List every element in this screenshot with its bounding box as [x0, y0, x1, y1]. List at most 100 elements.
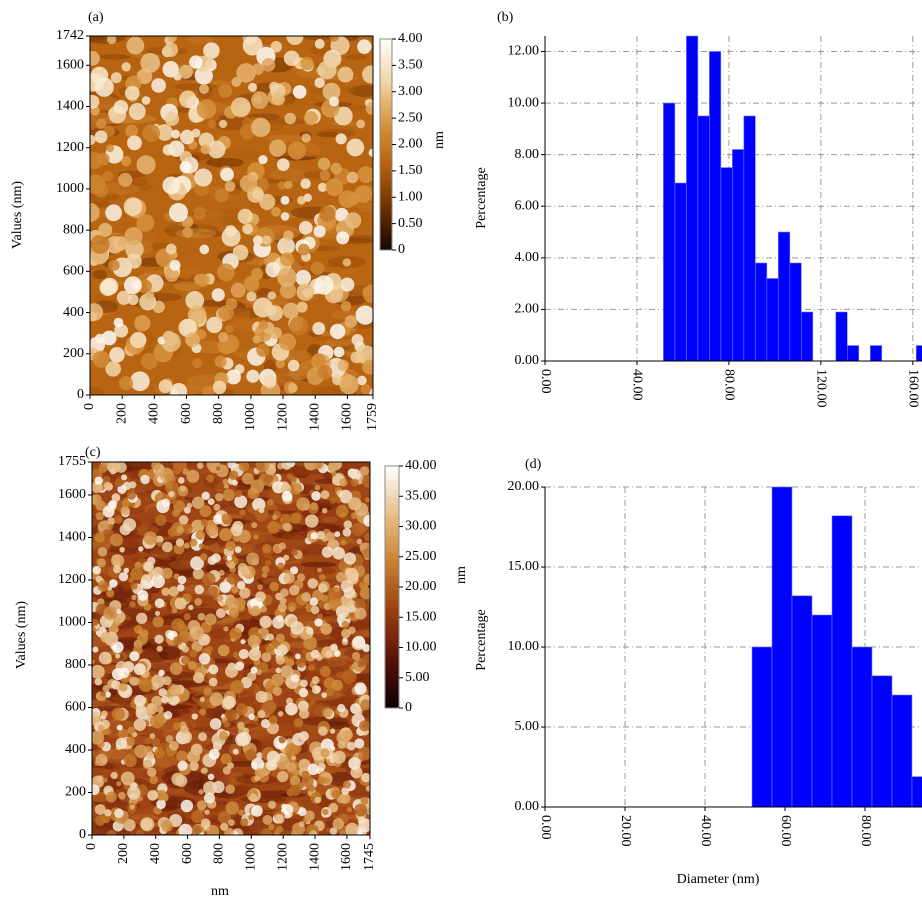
- afm-grain: [225, 664, 239, 678]
- afm-grain: [266, 721, 280, 735]
- afm-grain: [258, 320, 269, 331]
- afm-grain: [126, 490, 136, 500]
- afm-grain: [266, 633, 275, 641]
- afm-grain: [113, 565, 121, 574]
- afm-grain: [143, 561, 154, 572]
- y-tick-label: 12.00: [508, 44, 540, 59]
- afm-grain: [359, 720, 370, 732]
- afm-grain: [307, 578, 318, 589]
- afm-grain: [258, 155, 268, 165]
- afm-grain: [283, 50, 300, 66]
- afm-grain: [331, 471, 337, 477]
- afm-grain: [105, 791, 117, 803]
- afm-grain: [222, 604, 229, 611]
- afm-grain: [111, 680, 121, 690]
- afm-grain: [156, 799, 166, 810]
- x-tick-label: 400: [148, 843, 163, 864]
- y-tick-label: 600: [65, 700, 86, 715]
- panel-label: (c): [85, 445, 101, 460]
- afm-grain: [325, 650, 333, 658]
- y-tick-label: 400: [65, 742, 86, 757]
- afm-grain: [287, 383, 298, 393]
- afm-grain: [129, 804, 135, 810]
- afm-grain: [154, 634, 164, 644]
- afm-grain: [198, 653, 211, 665]
- afm-grain: [338, 489, 353, 504]
- afm-grain: [208, 664, 219, 675]
- afm-grain: [297, 243, 310, 256]
- afm-grain: [283, 572, 295, 584]
- afm-texture: [349, 85, 373, 97]
- afm-grain: [224, 708, 237, 722]
- afm-grain: [287, 141, 307, 160]
- afm-grain: [300, 178, 311, 189]
- afm-grain: [176, 526, 184, 534]
- y-tick-label: 0: [79, 827, 86, 842]
- afm-grain: [103, 606, 118, 620]
- afm-grain: [284, 180, 293, 190]
- afm-grain: [147, 767, 157, 777]
- afm-grain: [181, 645, 189, 653]
- afm-texture: [289, 535, 308, 551]
- afm-grain: [272, 686, 282, 696]
- afm-grain: [220, 753, 232, 765]
- afm-grain: [188, 604, 194, 611]
- afm-grain: [142, 124, 161, 142]
- afm-grain: [169, 662, 183, 676]
- x-tick-label: 120.00: [814, 369, 829, 408]
- afm-grain: [266, 750, 280, 764]
- bars: [663, 35, 922, 361]
- colorbar-tick-label: 3.00: [398, 84, 423, 99]
- afm-texture: [345, 54, 367, 61]
- afm-grain: [165, 243, 177, 255]
- panel-label: (d): [525, 457, 542, 472]
- afm-grain: [95, 118, 107, 129]
- afm-grain: [339, 374, 359, 395]
- afm-grain: [237, 731, 252, 746]
- afm-grain: [314, 796, 322, 804]
- afm-grain: [155, 514, 167, 526]
- afm-grain: [290, 548, 298, 556]
- afm-grain: [107, 462, 121, 474]
- afm-grain: [368, 148, 373, 157]
- y-tick-label: 200: [63, 346, 84, 361]
- afm-grain: [346, 138, 365, 157]
- afm-grain: [345, 822, 359, 835]
- afm-grain: [98, 651, 112, 665]
- afm-grain: [152, 616, 164, 628]
- afm-grain: [122, 518, 137, 532]
- afm-grain: [234, 489, 243, 498]
- afm-grain: [113, 317, 124, 328]
- afm-grain: [318, 583, 328, 593]
- afm-grain: [320, 490, 330, 499]
- afm-grain: [151, 78, 166, 93]
- afm-grain: [238, 462, 250, 472]
- afm-grain: [228, 470, 239, 481]
- afm-grain: [125, 240, 144, 259]
- afm-grain: [290, 512, 302, 524]
- bar: [778, 231, 791, 361]
- afm-grain: [277, 603, 287, 613]
- afm-grain: [236, 63, 256, 83]
- afm-texture: [357, 201, 373, 213]
- afm-grain: [202, 572, 216, 586]
- afm-grain: [251, 558, 260, 566]
- afm-grain: [362, 65, 373, 84]
- colorbar-tick-label: 2.00: [398, 137, 423, 152]
- afm-grain: [322, 82, 341, 101]
- afm-grain: [161, 541, 173, 553]
- afm-grain: [106, 829, 117, 835]
- afm-grain: [155, 535, 164, 544]
- afm-grain: [92, 565, 101, 575]
- afm-grain: [90, 94, 100, 109]
- afm-grain: [200, 519, 209, 527]
- afm-grain: [149, 775, 159, 785]
- afm-grain: [298, 758, 311, 772]
- afm-grain: [120, 506, 131, 516]
- afm-grain: [231, 585, 239, 594]
- afm-grain: [246, 291, 257, 302]
- afm-grain: [265, 304, 277, 316]
- afm-grain: [335, 605, 349, 619]
- afm-grain: [201, 491, 210, 501]
- afm-grain: [203, 687, 213, 697]
